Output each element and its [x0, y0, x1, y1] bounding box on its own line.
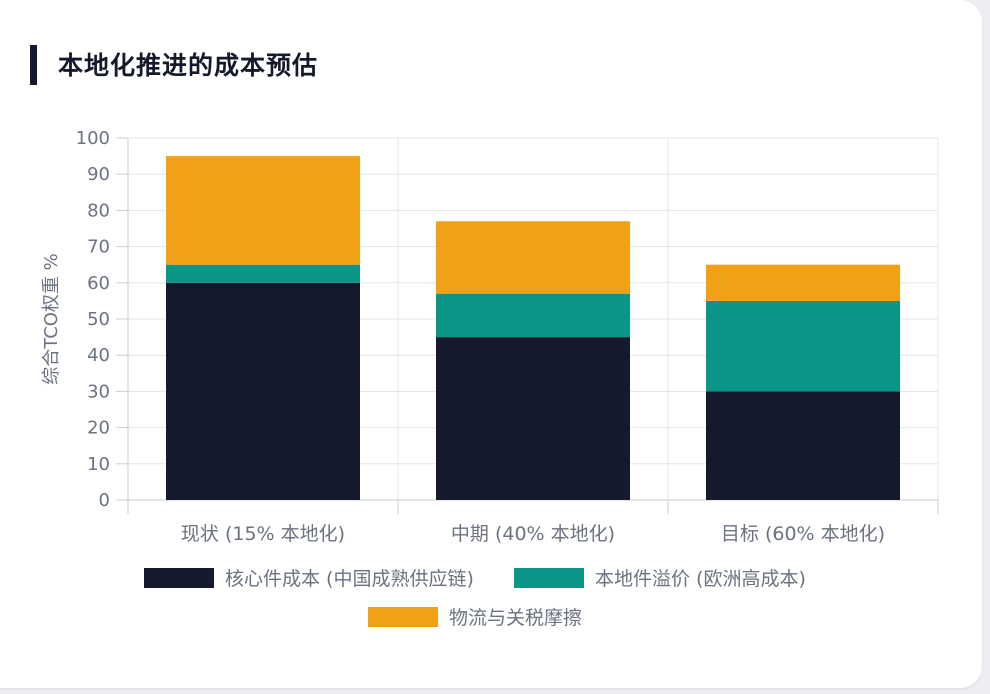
- y-tick-label-80: 80: [87, 200, 110, 221]
- bar-segment-1-2: [436, 221, 630, 294]
- y-tick-label-20: 20: [87, 418, 110, 439]
- bar-segment-0-1: [166, 264, 360, 283]
- legend-swatch-2: [368, 607, 438, 627]
- bar-segment-0-0: [166, 282, 360, 500]
- y-tick-label-100: 100: [76, 128, 110, 149]
- title-accent-bar: [30, 45, 37, 85]
- y-tick-label-50: 50: [87, 309, 110, 330]
- bar-segment-2-1: [706, 300, 900, 392]
- y-axis-label: 综合TCO权重 %: [41, 253, 62, 385]
- legend-swatch-1: [514, 568, 584, 588]
- bar-segment-2-0: [706, 391, 900, 500]
- legend-label-2: 物流与关税摩擦: [449, 607, 582, 629]
- bar-segment-2-2: [706, 264, 900, 301]
- y-tick-label-40: 40: [87, 345, 110, 366]
- bar-segment-0-2: [166, 156, 360, 265]
- x-category-label-0: 现状 (15% 本地化): [181, 523, 345, 545]
- y-tick-label-60: 60: [87, 273, 110, 294]
- y-tick-label-10: 10: [87, 454, 110, 475]
- y-tick-label-30: 30: [87, 381, 110, 402]
- x-category-label-1: 中期 (40% 本地化): [451, 523, 615, 545]
- y-tick-label-90: 90: [87, 164, 110, 185]
- x-category-label-2: 目标 (60% 本地化): [721, 523, 885, 545]
- bar-segment-1-0: [436, 337, 630, 500]
- page-title: 本地化推进的成本预估: [58, 51, 319, 80]
- legend-swatch-0: [144, 568, 214, 588]
- bar-segment-1-1: [436, 293, 630, 338]
- legend-label-1: 本地件溢价 (欧洲高成本): [595, 568, 806, 590]
- y-tick-label-0: 0: [99, 490, 110, 511]
- legend-label-0: 核心件成本 (中国成熟供应链): [225, 568, 474, 590]
- y-tick-label-70: 70: [87, 237, 110, 258]
